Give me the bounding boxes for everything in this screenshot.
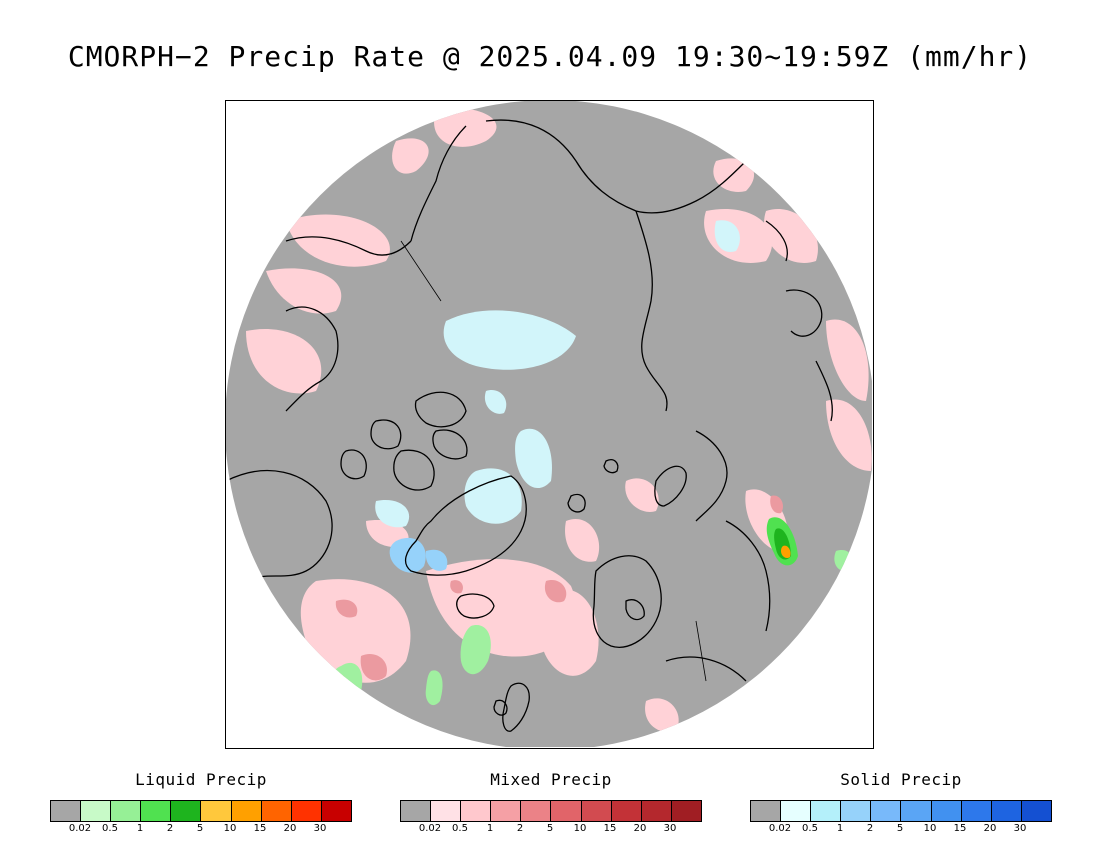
- legend-tick-label: 0.02: [768, 823, 792, 834]
- legend-swatch: [401, 801, 432, 821]
- legend-swatch: [551, 801, 582, 821]
- legend-ticks: 0.02 0.5 1 2 5 10 15 20 30: [50, 823, 352, 839]
- political-boundaries: [400, 240, 707, 682]
- legend-swatch: [901, 801, 932, 821]
- legend-swatch: [671, 801, 701, 821]
- legend-swatch: [751, 801, 782, 821]
- legend-swatch: [231, 801, 262, 821]
- legend-swatch: [51, 801, 82, 821]
- legend-tick-label: 20: [983, 823, 997, 834]
- legend-swatch: [201, 801, 232, 821]
- legend-tick-label: 1: [836, 823, 844, 834]
- legend-tick-label: 2: [516, 823, 524, 834]
- legend-tick-label: 10: [573, 823, 587, 834]
- legend-tick-label: 0.02: [68, 823, 92, 834]
- legend-title: Liquid Precip: [135, 770, 267, 789]
- legend-swatch: [461, 801, 492, 821]
- legend-title: Mixed Precip: [490, 770, 612, 789]
- legend-tick-label: 30: [313, 823, 327, 834]
- legend-tick-label: 5: [196, 823, 204, 834]
- legend-tick-label: 20: [633, 823, 647, 834]
- legend-tick-label: 15: [953, 823, 967, 834]
- legend-swatch: [841, 801, 872, 821]
- legend-title: Solid Precip: [840, 770, 962, 789]
- legend-swatch: [811, 801, 842, 821]
- legend-colorbar: [750, 800, 1052, 822]
- legend-tick-label: 30: [663, 823, 677, 834]
- legend-swatch: [961, 801, 992, 821]
- legend-tick-label: 1: [136, 823, 144, 834]
- legend-ticks: 0.02 0.5 1 2 5 10 15 20 30: [400, 823, 702, 839]
- storm-cell: [766, 517, 798, 566]
- legend-tick-label: 10: [223, 823, 237, 834]
- legend-mixed: Mixed Precip 0.02 0.5 1 2 5 10 15 20 30: [400, 770, 702, 840]
- legend-swatch: [491, 801, 522, 821]
- legend-tick-label: 0.5: [102, 823, 118, 834]
- legend-swatch: [521, 801, 552, 821]
- legend-swatch: [141, 801, 172, 821]
- legend-swatch: [171, 801, 202, 821]
- mixed-precip-cores: [335, 495, 783, 681]
- legend-colorbar: [400, 800, 702, 822]
- legend-swatch: [431, 801, 462, 821]
- polar-map-frame: [225, 100, 874, 749]
- legend-swatch: [611, 801, 642, 821]
- legend-swatch: [581, 801, 612, 821]
- legend-tick-label: 15: [603, 823, 617, 834]
- legend-tick-label: 10: [923, 823, 937, 834]
- legend-swatch: [1021, 801, 1051, 821]
- legend-swatch: [871, 801, 902, 821]
- legend-swatch: [991, 801, 1022, 821]
- legend-tick-label: 2: [166, 823, 174, 834]
- map-title: CMORPH−2 Precip Rate @ 2025.04.09 19:30~…: [67, 40, 1033, 73]
- legend-swatch: [81, 801, 112, 821]
- polar-precip-map: [226, 101, 872, 747]
- legend-ticks: 0.02 0.5 1 2 5 10 15 20 30: [750, 823, 1052, 839]
- legend-tick-label: 2: [866, 823, 874, 834]
- legend-tick-label: 5: [546, 823, 554, 834]
- legend-tick-label: 0.5: [802, 823, 818, 834]
- legend-solid: Solid Precip 0.02 0.5 1 2 5 10 15 20 30: [750, 770, 1052, 840]
- legend-liquid: Liquid Precip 0.02 0.5 1 2 5 10 15 20 30: [50, 770, 352, 840]
- legend-swatch: [641, 801, 672, 821]
- legend-swatch: [261, 801, 292, 821]
- legend-colorbar: [50, 800, 352, 822]
- legend-swatch: [321, 801, 351, 821]
- legend-swatch: [291, 801, 322, 821]
- legend-swatch: [781, 801, 812, 821]
- legend-tick-label: 5: [896, 823, 904, 834]
- legend-tick-label: 1: [486, 823, 494, 834]
- coastlines: [226, 119, 833, 732]
- legend-swatch: [931, 801, 962, 821]
- map-disk-background: [226, 101, 872, 747]
- legend-tick-label: 30: [1013, 823, 1027, 834]
- legend-tick-label: 20: [283, 823, 297, 834]
- legend-swatch: [111, 801, 142, 821]
- legend-tick-label: 0.5: [452, 823, 468, 834]
- solid-precip-cores: [389, 537, 448, 573]
- legend-tick-label: 0.02: [418, 823, 442, 834]
- solid-precip-areas: [375, 220, 740, 528]
- legend-tick-label: 15: [253, 823, 267, 834]
